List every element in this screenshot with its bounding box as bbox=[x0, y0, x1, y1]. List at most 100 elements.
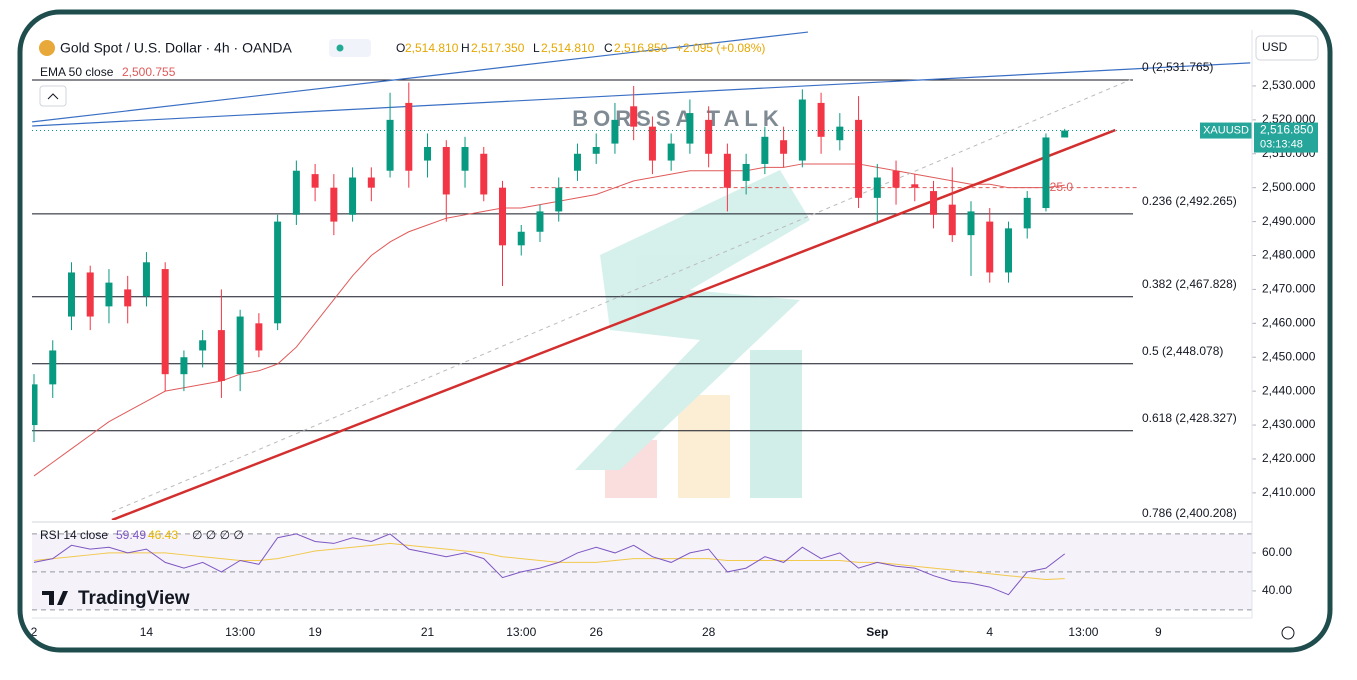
candle-body bbox=[1042, 137, 1050, 209]
candle-body bbox=[986, 221, 994, 273]
candle-body bbox=[311, 174, 319, 188]
settings-icon[interactable] bbox=[1281, 626, 1295, 640]
rsi-tick-label: 40.00 bbox=[1262, 583, 1292, 597]
x-tick-label: 13:00 bbox=[1068, 625, 1098, 639]
price-badge bbox=[1254, 122, 1318, 153]
trendline bbox=[32, 62, 1251, 127]
price-label: 2,516.850 bbox=[1260, 123, 1314, 137]
rsi-band bbox=[32, 533, 1252, 610]
ohlc-value: 2,516.850 bbox=[614, 41, 668, 55]
candle-body bbox=[873, 177, 881, 198]
candle-body bbox=[911, 184, 919, 188]
rsi-lines bbox=[33, 533, 1066, 596]
chart-title: Gold Spot / U.S. Dollar · 4h · OANDA bbox=[60, 40, 293, 56]
status-badge[interactable] bbox=[329, 39, 371, 57]
ohlc-key: H bbox=[461, 41, 470, 55]
rsi-tick-label: 60.00 bbox=[1262, 545, 1292, 559]
candle-body bbox=[142, 262, 150, 297]
countdown: 03:13:48 bbox=[1260, 138, 1303, 150]
ema-legend-value: 2,500.755 bbox=[122, 65, 176, 79]
ohlc-value: 2,514.810 bbox=[405, 41, 459, 55]
candle-body bbox=[1061, 130, 1069, 138]
symbol-badge bbox=[1200, 122, 1252, 139]
x-tick-label: 13:00 bbox=[225, 625, 255, 639]
y-tick-label: 2,430.000 bbox=[1262, 417, 1316, 431]
ema-line bbox=[33, 163, 1065, 477]
y-tick-label: 2,520.000 bbox=[1262, 112, 1316, 126]
candle-body bbox=[217, 330, 225, 381]
y-tick-label: 2,440.000 bbox=[1262, 383, 1316, 397]
y-tick-label: 2,480.000 bbox=[1262, 248, 1316, 262]
candle-body bbox=[199, 340, 207, 351]
x-tick-label: 4 bbox=[986, 625, 993, 639]
candle-body bbox=[255, 323, 263, 351]
x-tick-label: 19 bbox=[308, 625, 322, 639]
candle-body bbox=[517, 231, 525, 246]
candle-body bbox=[573, 153, 581, 171]
candle-body bbox=[386, 119, 394, 171]
trendline bbox=[32, 31, 809, 123]
currency-select[interactable] bbox=[1255, 35, 1319, 61]
candle-body bbox=[742, 163, 750, 181]
y-tick-label: 2,410.000 bbox=[1262, 485, 1316, 499]
candle-body bbox=[723, 153, 731, 188]
candle-body bbox=[592, 146, 600, 154]
candle-body bbox=[330, 187, 338, 222]
y-tick-label: 2,530.000 bbox=[1262, 78, 1316, 92]
collapse-button[interactable] bbox=[39, 85, 67, 107]
candle-body bbox=[405, 102, 413, 171]
fib-label: 0.236 (2,492.265) bbox=[1142, 194, 1237, 208]
y-tick-label: 2,460.000 bbox=[1262, 315, 1316, 329]
candle-body bbox=[780, 140, 788, 154]
candle-body bbox=[555, 187, 563, 212]
candle-body bbox=[1004, 228, 1012, 273]
candle-body bbox=[292, 170, 300, 215]
main-pane: 25.0 bbox=[32, 31, 1252, 520]
ohlc-key: O bbox=[396, 41, 405, 55]
candle-body bbox=[424, 146, 432, 161]
candle-body bbox=[49, 350, 57, 385]
rsi-legend-extra: ∅ ∅ ∅ ∅ bbox=[192, 528, 244, 542]
candle-body bbox=[180, 357, 188, 375]
x-tick-label: 14 bbox=[140, 625, 154, 639]
ema-legend-name: EMA 50 close bbox=[40, 65, 114, 79]
frame bbox=[17, 9, 1333, 653]
candle-body bbox=[274, 221, 282, 324]
candle-body bbox=[967, 211, 975, 236]
x-tick-label: 28 bbox=[702, 625, 716, 639]
candle-body bbox=[705, 119, 713, 154]
ohlc-change: +2.095 (+0.08%) bbox=[676, 41, 765, 55]
fib-label: 0 (2,531.765) bbox=[1142, 60, 1213, 74]
x-tick-label: Sep bbox=[866, 625, 888, 639]
x-tick-label: 21 bbox=[421, 625, 435, 639]
fib-label: 0.786 (2,400.208) bbox=[1142, 506, 1237, 520]
ohlc-key: L bbox=[533, 41, 540, 55]
rsi-pane bbox=[32, 533, 1252, 611]
rsi-legend-ma: 46.43 bbox=[148, 528, 178, 542]
candle-body bbox=[1023, 197, 1031, 229]
y-tick-label: 2,420.000 bbox=[1262, 451, 1316, 465]
candle-body bbox=[948, 204, 956, 236]
candle-body bbox=[480, 153, 488, 195]
rsi-ma-line bbox=[33, 542, 1065, 580]
candle-body bbox=[686, 113, 694, 144]
rsi-legend-value: 59.49 bbox=[116, 528, 146, 542]
candle-body bbox=[349, 177, 357, 215]
x-tick-label: 2 bbox=[31, 625, 38, 639]
candle-body bbox=[67, 272, 75, 317]
watermark-logo bbox=[575, 170, 810, 498]
candle-body bbox=[798, 99, 806, 161]
trendline bbox=[111, 128, 1116, 520]
candle-body bbox=[855, 119, 863, 198]
candle-body bbox=[105, 282, 113, 307]
candle-body bbox=[161, 269, 169, 375]
brand-logo bbox=[42, 591, 68, 605]
currency: USD bbox=[1262, 40, 1288, 54]
ohlc-value: 2,517.350 bbox=[471, 41, 525, 55]
x-tick-label: 9 bbox=[1155, 625, 1162, 639]
ohlc-legend: O 2,514.810 H 2,517.350 L 2,514.810 C 2,… bbox=[396, 41, 765, 55]
rsi-legend-name: RSI 14 close bbox=[40, 528, 108, 542]
